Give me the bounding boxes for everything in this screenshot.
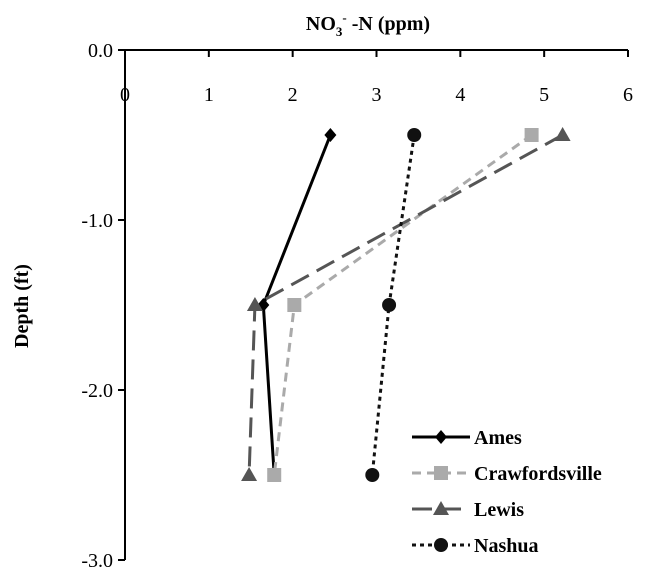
legend-marker-nashua xyxy=(434,538,448,552)
y-tick-label: -2.0 xyxy=(81,380,113,402)
x-tick-label: 3 xyxy=(372,84,382,106)
axis-ticks: 0 1 2 3 4 5 6 0.0 -1.0 -2.0 -3.0 xyxy=(81,40,633,571)
legend-label-lewis: Lewis xyxy=(474,499,524,521)
y-tick-label: -1.0 xyxy=(81,210,113,232)
legend-item-crawfordsville: Crawfordsville xyxy=(412,463,602,485)
chart-title-main: NO xyxy=(306,13,336,35)
data-point-nashua xyxy=(407,128,422,142)
chart-title-sub: 3 xyxy=(336,24,343,39)
series-crawfordsville xyxy=(267,128,539,482)
x-tick-label: 0 xyxy=(120,84,130,106)
series-layer xyxy=(241,127,571,482)
data-point-crawfordsville xyxy=(287,298,302,312)
series-line-crawfordsville xyxy=(272,133,533,476)
series-lewis xyxy=(241,127,571,481)
legend-marker-ames xyxy=(435,430,447,444)
data-point-lewis xyxy=(241,467,258,481)
legend-item-nashua: Nashua xyxy=(412,535,538,557)
data-point-nashua xyxy=(382,298,397,312)
data-point-crawfordsville xyxy=(267,468,282,482)
data-point-crawfordsville xyxy=(524,128,539,142)
data-point-ames xyxy=(324,128,337,142)
y-axis-label: Depth (ft) xyxy=(11,264,33,348)
x-tick-label: 5 xyxy=(539,84,549,106)
x-tick-label: 1 xyxy=(204,84,214,106)
series-nashua xyxy=(365,128,422,482)
legend-item-lewis: Lewis xyxy=(412,499,524,521)
chart-title-rest: -N (ppm) xyxy=(347,13,430,35)
data-point-lewis xyxy=(554,127,571,141)
legend-marker-lewis xyxy=(433,501,449,515)
chart-title: NO3- -N (ppm) xyxy=(306,10,430,39)
data-point-lewis xyxy=(246,297,263,311)
legend-label-nashua: Nashua xyxy=(474,535,538,557)
x-tick-label: 4 xyxy=(455,84,465,106)
chart-title-sup: - xyxy=(342,10,346,25)
x-tick-label: 6 xyxy=(623,84,633,106)
y-tick-label: -3.0 xyxy=(81,550,113,571)
legend-label-crawfordsville: Crawfordsville xyxy=(474,463,602,485)
legend-label-ames: Ames xyxy=(474,427,522,449)
legend: Ames Crawfordsville Lewis Nashua xyxy=(412,427,602,557)
legend-item-ames: Ames xyxy=(412,427,522,449)
data-point-nashua xyxy=(365,468,380,482)
y-tick-label: 0.0 xyxy=(88,40,113,62)
legend-marker-crawfordsville xyxy=(434,466,448,480)
x-tick-label: 2 xyxy=(288,84,298,106)
